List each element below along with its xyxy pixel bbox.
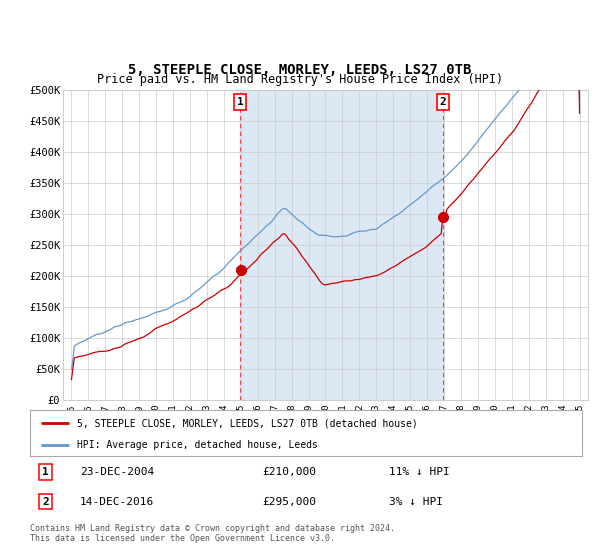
Text: 5, STEEPLE CLOSE, MORLEY, LEEDS, LS27 0TB: 5, STEEPLE CLOSE, MORLEY, LEEDS, LS27 0T… bbox=[128, 63, 472, 77]
Text: 2: 2 bbox=[440, 97, 446, 107]
Text: 5, STEEPLE CLOSE, MORLEY, LEEDS, LS27 0TB (detached house): 5, STEEPLE CLOSE, MORLEY, LEEDS, LS27 0T… bbox=[77, 418, 418, 428]
Text: 11% ↓ HPI: 11% ↓ HPI bbox=[389, 467, 449, 477]
Text: £295,000: £295,000 bbox=[262, 497, 316, 507]
Text: £210,000: £210,000 bbox=[262, 467, 316, 477]
Text: 3% ↓ HPI: 3% ↓ HPI bbox=[389, 497, 443, 507]
Text: 1: 1 bbox=[42, 467, 49, 477]
Text: 2: 2 bbox=[42, 497, 49, 507]
Text: Contains HM Land Registry data © Crown copyright and database right 2024.
This d: Contains HM Land Registry data © Crown c… bbox=[30, 524, 395, 543]
Text: HPI: Average price, detached house, Leeds: HPI: Average price, detached house, Leed… bbox=[77, 440, 318, 450]
Text: 14-DEC-2016: 14-DEC-2016 bbox=[80, 497, 154, 507]
Text: Price paid vs. HM Land Registry's House Price Index (HPI): Price paid vs. HM Land Registry's House … bbox=[97, 73, 503, 86]
Text: 23-DEC-2004: 23-DEC-2004 bbox=[80, 467, 154, 477]
Text: 1: 1 bbox=[237, 97, 244, 107]
Bar bbox=[241, 90, 443, 400]
